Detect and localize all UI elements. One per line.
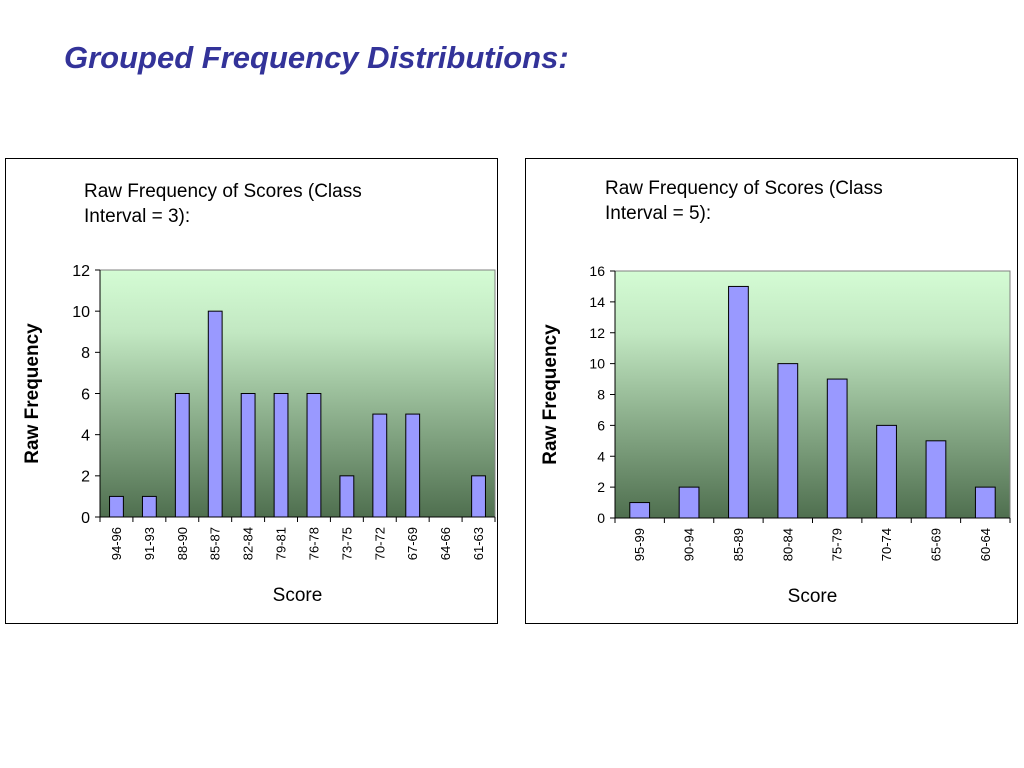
y-tick-label: 0: [81, 510, 90, 527]
bar-94-96: [109, 495, 124, 518]
bar-chart-class-interval-5: 0 2 4 6 8 10 12 14 16 95-99 90-94 85-89 80-84 75-79 70…: [540, 263, 1011, 607]
bar-75-79: [826, 378, 848, 519]
y-tick-label: 10: [72, 304, 90, 321]
bar-88-90: [174, 393, 190, 518]
x-tick-label: 82-84: [241, 527, 256, 560]
x-tick-label: 85-87: [208, 527, 223, 560]
x-tick-label: 65-69: [928, 528, 943, 561]
y-tick-label: 8: [597, 387, 605, 403]
x-tick-label: 61-63: [471, 527, 486, 560]
bar-80-84: [777, 363, 799, 519]
bar-60-64: [974, 486, 996, 519]
bar-82-84: [240, 393, 256, 518]
bar-65-69: [925, 440, 947, 519]
x-tick-label: 75-79: [830, 528, 845, 561]
bar-70-72: [372, 413, 388, 518]
bar-90-94: [678, 486, 700, 519]
plot-area: [614, 270, 1011, 519]
bar-85-87: [207, 310, 223, 518]
chart-panel-class-interval-5: 0 2 4 6 8 10 12 14 16 95-99 90-94 85-89 80-84 75-79 70…: [525, 158, 1018, 624]
y-tick-label: 2: [597, 479, 605, 495]
bar-79-81: [273, 393, 289, 518]
bar-70-74: [876, 424, 897, 519]
x-tick-label: 85-89: [731, 528, 746, 561]
x-tick-label: 80-84: [780, 528, 795, 561]
x-tick-label: 64-66: [438, 527, 453, 560]
x-tick-label: 70-74: [879, 528, 894, 561]
bar-61-63: [471, 475, 486, 518]
y-tick-label: 12: [589, 325, 605, 341]
y-tick-label: 14: [589, 294, 605, 310]
y-tick-label: 16: [589, 263, 605, 279]
x-tick-label: 90-94: [682, 528, 697, 561]
chart-title: Raw Frequency of Scores (Class Interval …: [605, 178, 883, 224]
bar-76-78: [306, 393, 322, 518]
y-tick-label: 12: [72, 263, 90, 280]
x-tick-label: 60-64: [978, 528, 993, 561]
x-tick-label: 94-96: [109, 527, 124, 560]
x-tick-label: 76-78: [306, 527, 321, 560]
x-tick-label: 70-72: [372, 527, 387, 560]
chart-title: Raw Frequency of Scores (Class Interval …: [84, 181, 362, 227]
y-tick-label: 8: [81, 345, 90, 362]
x-tick-label: 67-69: [405, 527, 420, 560]
y-tick-label: 4: [81, 427, 90, 444]
bar-91-93: [141, 495, 157, 518]
x-axis-title: Score: [788, 586, 838, 607]
bar-chart-class-interval-3: 0 2 4 6 8 10 12 94-96 91-93 88-90 85-87 82-84 79-81 7…: [22, 263, 496, 606]
plot-area: [99, 269, 496, 518]
x-tick-label: 91-93: [142, 527, 157, 560]
x-axis-title: Score: [273, 585, 323, 606]
bar-95-99: [629, 502, 651, 519]
bar-67-69: [405, 413, 421, 518]
y-tick-label: 6: [597, 417, 605, 433]
x-tick-label: 79-81: [274, 527, 289, 560]
x-tick-label: 95-99: [632, 528, 647, 561]
y-tick-label: 6: [81, 386, 90, 403]
y-tick-label: 4: [597, 448, 605, 464]
chart-panel-class-interval-3: 0 2 4 6 8 10 12 94-96 91-93 88-90 85-87 82-84 79-81 7…: [5, 158, 498, 624]
y-tick-label: 10: [589, 356, 605, 372]
x-tick-label: 73-75: [339, 527, 354, 560]
bar-73-75: [339, 475, 355, 518]
bar-85-89: [728, 285, 749, 519]
y-axis-title: Raw Frequency: [540, 324, 561, 465]
slide-title: Grouped Frequency Distributions:: [64, 40, 569, 75]
y-tick-label: 2: [81, 469, 90, 486]
y-axis-title: Raw Frequency: [22, 323, 43, 464]
y-tick-label: 0: [597, 510, 605, 526]
x-tick-label: 88-90: [175, 527, 190, 560]
